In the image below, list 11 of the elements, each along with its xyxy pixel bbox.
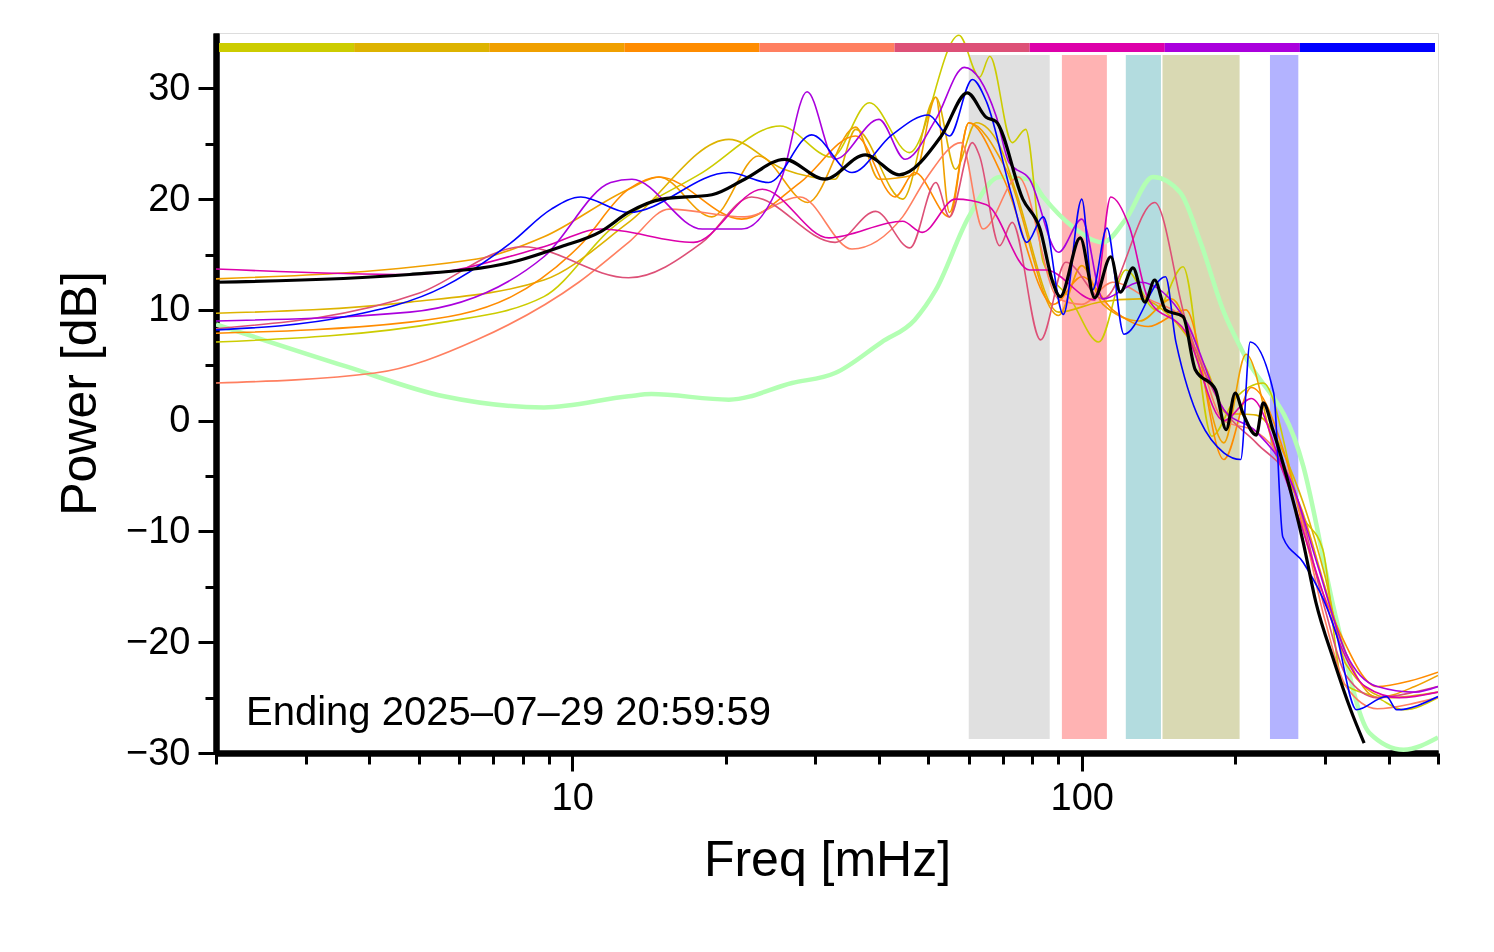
y-tick-label: 20 <box>148 176 191 219</box>
y-axis-title: Power [dB] <box>51 271 108 516</box>
x-axis-title: Freq [mHz] <box>703 830 952 887</box>
y-tick-label: −10 <box>126 508 191 551</box>
annotation: Ending 2025–07–29 20:59:59 <box>246 689 771 733</box>
y-tick-label: 0 <box>169 398 191 441</box>
y-tick-label: −30 <box>126 730 191 773</box>
y-tick-label: 10 <box>148 287 191 330</box>
y-tick-label: −20 <box>126 619 191 662</box>
y-tick-label: 30 <box>148 65 191 108</box>
x-tick-label: 100 <box>1050 775 1115 818</box>
